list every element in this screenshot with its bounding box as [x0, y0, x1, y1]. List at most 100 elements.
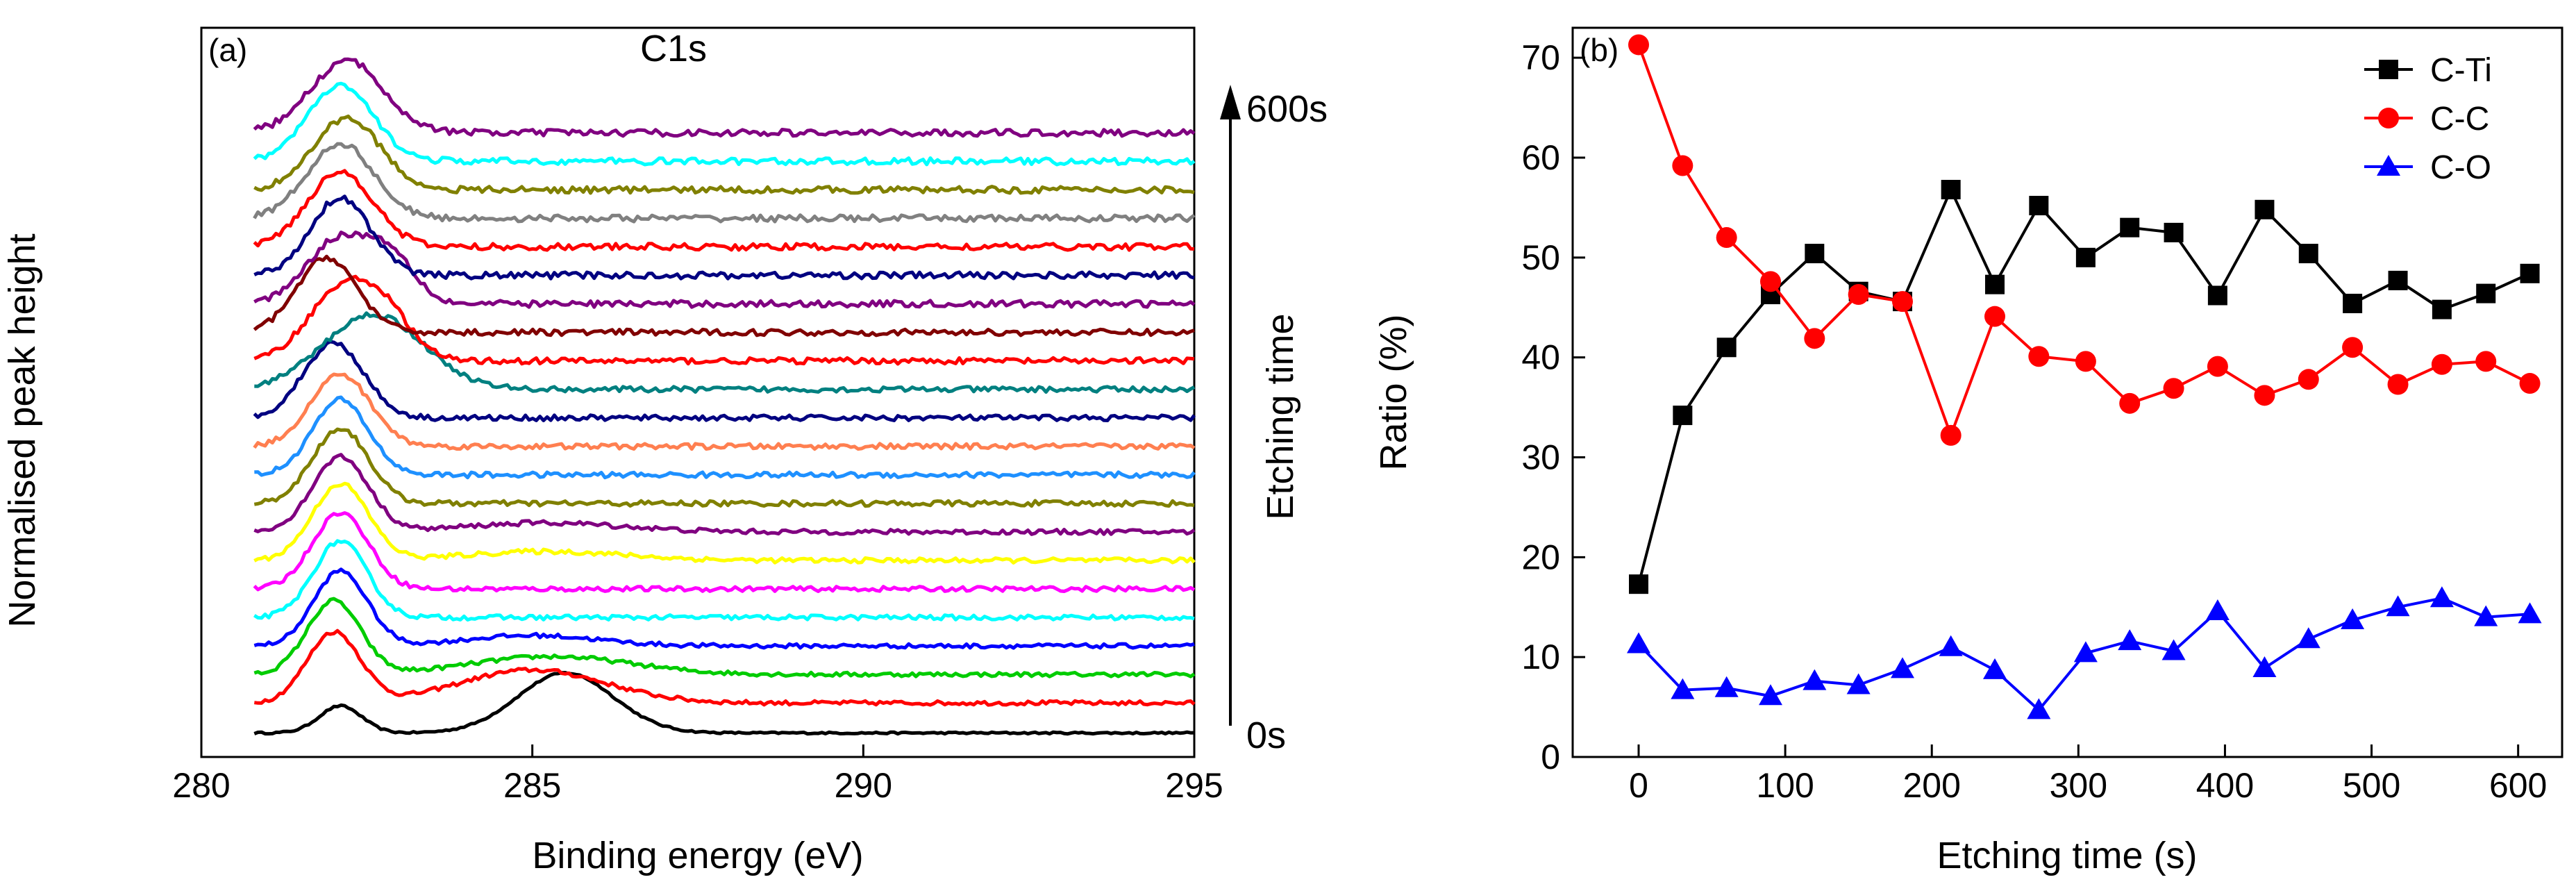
- panel-a-x-tick-label: 295: [1165, 766, 1223, 805]
- data-point-c-c: [2207, 356, 2228, 377]
- data-point-c-o: [2341, 608, 2365, 629]
- panel-b-axes: 0 100 200 300 400 500 600 0 10 20 30 40 50 60 70: [1521, 38, 2547, 805]
- data-point-c-o: [2386, 595, 2410, 617]
- data-point-c-ti: [1673, 406, 1693, 426]
- panel-b-x-tick-label: 600: [2489, 766, 2547, 805]
- panel-b-label: (b): [1580, 32, 1619, 68]
- panel-b: (b) 0 100 200 300 400 500 600 0 10 20 30 40 50 60 70 E…: [1373, 26, 2564, 876]
- spectrum-60s: [253, 597, 1196, 678]
- data-point-c-o: [1803, 669, 1827, 690]
- data-point-c-c: [1672, 155, 1693, 176]
- data-point-c-c: [2431, 353, 2452, 375]
- data-point-c-o: [1627, 632, 1650, 653]
- panel-b-y-tick-label: 30: [1521, 438, 1560, 476]
- data-point-c-c: [2298, 369, 2319, 390]
- panel-b-x-axis-title: Etching time (s): [1937, 835, 2197, 876]
- legend-label-c-ti: C-Ti: [2430, 52, 2492, 89]
- data-point-c-o: [1891, 657, 1914, 678]
- spectrum-580s: [253, 81, 1196, 167]
- panel-b-y-tick-label: 60: [1521, 138, 1560, 177]
- series-c-o: [1627, 586, 2542, 719]
- panel-a-spectra: [253, 57, 1196, 736]
- panel-a-title: C1s: [640, 28, 707, 69]
- data-point-c-c: [1760, 271, 1781, 292]
- legend-marker-c-o: [2377, 155, 2400, 176]
- panel-a-x-axis-title: Binding energy (eV): [532, 835, 863, 876]
- data-point-c-c: [1848, 284, 1869, 306]
- panel-a-label: (a): [208, 32, 247, 68]
- spectrum-420s: [253, 254, 1195, 338]
- data-point-c-ti: [2075, 247, 2096, 267]
- panel-b-y-tick-label: 10: [1521, 638, 1560, 676]
- panel-b-x-tick-label: 500: [2343, 766, 2400, 805]
- data-point-c-ti: [1629, 574, 1648, 594]
- data-point-c-c: [2519, 373, 2541, 394]
- data-point-c-ti: [2029, 196, 2049, 216]
- data-point-c-c: [2119, 392, 2141, 414]
- etching-time-end-label: 600s: [1246, 88, 1328, 130]
- etching-time-axis-title: Etching time: [1260, 313, 1301, 519]
- data-point-c-ti: [2298, 244, 2318, 264]
- data-point-c-ti: [2432, 299, 2452, 319]
- panel-a-x-axis: 280 285 290 295: [172, 744, 1223, 805]
- panel-b-y-tick-label: 0: [1541, 738, 1560, 776]
- panel-a-x-tick-label: 280: [172, 766, 230, 805]
- data-point-c-ti: [1805, 244, 1825, 264]
- spectrum-210s: [253, 453, 1196, 536]
- data-point-c-ti: [2520, 263, 2540, 283]
- data-point-c-ti: [1716, 338, 1737, 358]
- spectrum-30s: [254, 628, 1196, 707]
- data-point-c-ti: [2207, 285, 2227, 306]
- data-point-c-c: [1984, 306, 2005, 327]
- etching-time-start-label: 0s: [1246, 715, 1286, 756]
- data-point-c-c: [2342, 337, 2364, 358]
- legend-marker-c-ti: [2379, 60, 2398, 79]
- spectrum-240s: [253, 427, 1195, 508]
- legend-marker-c-c: [2378, 108, 2399, 128]
- panel-a: (a) C1s 280 285 290 295 Binding energy (eV)…: [1, 26, 1328, 876]
- data-point-c-o: [1671, 678, 1695, 699]
- data-point-c-ti: [1941, 180, 1961, 200]
- data-point-c-c: [1716, 227, 1737, 249]
- data-point-c-c: [2163, 378, 2184, 399]
- data-point-c-o: [1846, 673, 1871, 694]
- spectrum-600s: [253, 57, 1196, 138]
- spectrum-90s: [253, 567, 1195, 650]
- data-point-c-o: [1714, 676, 1739, 697]
- panel-b-y-tick-label: 40: [1521, 338, 1560, 377]
- panel-b-y-tick-label: 70: [1521, 38, 1560, 77]
- data-point-c-ti: [2476, 283, 2496, 303]
- data-point-c-o: [2205, 599, 2230, 620]
- legend-label-c-c: C-C: [2430, 101, 2489, 138]
- spectrum-570s: [253, 114, 1195, 195]
- series-c-ti: [1629, 180, 2540, 594]
- data-point-c-c: [1940, 424, 1962, 446]
- data-point-c-o: [2252, 656, 2277, 677]
- panel-b-x-tick-label: 200: [1903, 766, 1961, 805]
- panel-a-x-tick-label: 290: [835, 766, 892, 805]
- data-point-c-c: [2475, 351, 2497, 372]
- spectrum-150s: [253, 511, 1196, 593]
- panel-a-plot-frame: [200, 26, 1196, 758]
- data-point-c-c: [2254, 385, 2275, 406]
- panel-b-y-axis-title: Ratio (%): [1373, 314, 1414, 470]
- spectrum-480s: [253, 194, 1195, 281]
- panel-b-x-tick-label: 0: [1629, 766, 1648, 805]
- data-point-c-o: [2429, 586, 2454, 608]
- data-point-c-ti: [2343, 293, 2363, 313]
- spectrum-300s: [253, 372, 1196, 451]
- spectrum-120s: [253, 539, 1195, 622]
- panel-a-y-axis-title: Normalised peak height: [1, 233, 43, 627]
- panel-b-x-tick-label: 300: [2050, 766, 2107, 805]
- data-point-c-c: [1892, 291, 1913, 313]
- data-point-c-o: [2296, 627, 2320, 649]
- panel-b-series: [1627, 34, 2542, 719]
- data-point-c-o: [2474, 605, 2498, 626]
- spectrum-0s: [253, 671, 1195, 736]
- data-point-c-o: [2161, 639, 2186, 660]
- data-point-c-ti: [2255, 199, 2275, 219]
- data-point-c-c: [1628, 34, 1649, 56]
- panel-b-plot-frame: [1571, 26, 2564, 758]
- data-point-c-ti: [2388, 270, 2408, 290]
